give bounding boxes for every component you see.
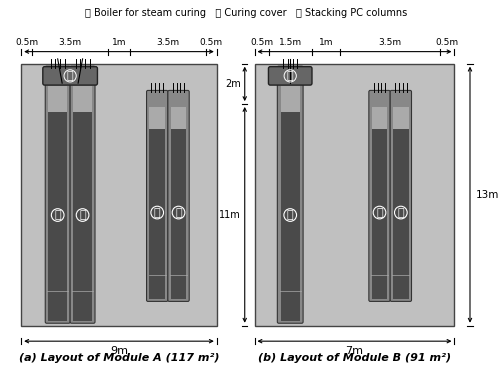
Text: 11m: 11m: [220, 210, 241, 220]
Text: 0.5m: 0.5m: [200, 38, 223, 47]
Bar: [22, 64, 216, 326]
Text: 13m: 13m: [476, 190, 498, 200]
Bar: [280, 112, 300, 321]
Bar: [73, 85, 92, 112]
Text: ⓑ: ⓑ: [287, 210, 294, 220]
Bar: [170, 107, 186, 128]
Text: 3.5m: 3.5m: [156, 38, 180, 47]
Bar: [280, 85, 300, 112]
Bar: [150, 107, 165, 128]
FancyBboxPatch shape: [390, 90, 411, 302]
FancyBboxPatch shape: [46, 66, 70, 323]
Text: ⓐ Boiler for steam curing   ⓑ Curing cover   ⓒ Stacking PC columns: ⓐ Boiler for steam curing ⓑ Curing cover…: [84, 8, 407, 18]
Text: 1.5m: 1.5m: [278, 38, 302, 47]
FancyBboxPatch shape: [70, 66, 95, 323]
Text: 1m: 1m: [318, 38, 333, 47]
Text: ⓒ: ⓒ: [376, 208, 383, 218]
FancyBboxPatch shape: [168, 90, 189, 302]
Bar: [150, 128, 165, 299]
Bar: [393, 107, 408, 128]
Text: ⓒ: ⓒ: [175, 208, 182, 218]
Text: 0.5m: 0.5m: [250, 38, 273, 47]
Bar: [170, 128, 186, 299]
Text: ⓑ: ⓑ: [54, 210, 61, 220]
Text: ⓒ: ⓒ: [154, 208, 160, 218]
Bar: [393, 128, 408, 299]
Text: 0.5m: 0.5m: [15, 38, 38, 47]
Bar: [372, 128, 388, 299]
Text: 2m: 2m: [226, 79, 241, 89]
FancyBboxPatch shape: [268, 67, 312, 85]
Bar: [73, 112, 92, 321]
Bar: [48, 85, 67, 112]
Bar: [254, 64, 454, 326]
FancyBboxPatch shape: [146, 90, 168, 302]
Text: ⓒ: ⓒ: [398, 208, 404, 218]
Text: 0.5m: 0.5m: [436, 38, 459, 47]
Text: 3.5m: 3.5m: [378, 38, 402, 47]
Text: (b) Layout of Module B (91 m²): (b) Layout of Module B (91 m²): [258, 353, 451, 363]
Text: 7m: 7m: [346, 346, 364, 356]
Text: ⓑ: ⓑ: [80, 210, 86, 220]
FancyBboxPatch shape: [43, 67, 98, 85]
Text: 1m: 1m: [112, 38, 126, 47]
Text: 3.5m: 3.5m: [58, 38, 82, 47]
FancyBboxPatch shape: [278, 66, 303, 323]
Bar: [48, 112, 67, 321]
Text: (a) Layout of Module A (117 m²): (a) Layout of Module A (117 m²): [19, 353, 220, 363]
Bar: [372, 107, 388, 128]
Text: 9m: 9m: [110, 346, 128, 356]
Text: ⓐ: ⓐ: [287, 71, 294, 81]
FancyBboxPatch shape: [369, 90, 390, 302]
Text: ⓐ: ⓐ: [67, 71, 73, 81]
